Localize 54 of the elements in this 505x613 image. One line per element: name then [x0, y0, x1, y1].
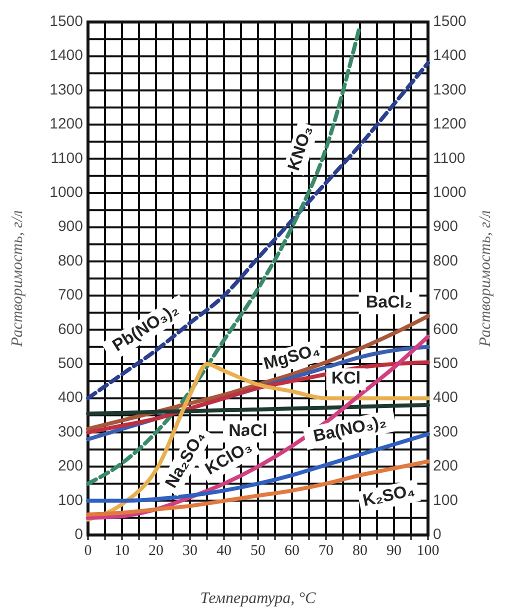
- y2-tick-label: 500: [433, 354, 458, 372]
- series-label: NaCl: [228, 420, 268, 440]
- y-tick-label: 300: [58, 423, 83, 440]
- x-tick-label: 90: [386, 543, 402, 559]
- y2-tick-label: 1200: [433, 116, 466, 133]
- y2-tick-label: 300: [433, 423, 458, 440]
- y-tick-label: 900: [58, 218, 83, 236]
- y2-tick-label: 1500: [433, 12, 466, 30]
- y2-tick-label: 1400: [433, 47, 466, 64]
- y-tick-label: 200: [58, 458, 83, 475]
- y-tick-label: 1200: [50, 116, 83, 133]
- y2-tick-label: 100: [433, 492, 458, 509]
- y-axis-title: Растворимость, г/л: [9, 210, 26, 348]
- y-tick-label: 400: [58, 389, 83, 406]
- text: MgSO₄: [262, 340, 322, 374]
- line-series: [86, 403, 430, 416]
- text: Ba(NO₃)₂: [312, 412, 388, 446]
- y2-tick-label: 900: [433, 218, 458, 236]
- y-tick-label: 1300: [50, 81, 83, 98]
- y-tick-label: 1100: [50, 150, 83, 167]
- y-tick-label: 100: [58, 492, 83, 509]
- y2-tick-label: 1000: [433, 184, 466, 201]
- y-tick-label: 1500: [50, 12, 83, 30]
- x-tick-label: 50: [250, 543, 266, 559]
- x-tick-label: 30: [182, 543, 198, 559]
- x-tick-label: 60: [284, 543, 300, 559]
- y-tick-label: 800: [58, 252, 83, 270]
- series-label: BaCl₂: [366, 292, 412, 312]
- x-tick-label: 100: [416, 543, 440, 559]
- series-label: KCl: [331, 368, 361, 388]
- y-tick-label: 600: [58, 320, 83, 338]
- text: KNO₃: [284, 124, 316, 173]
- y2-tick-label: 600: [433, 320, 458, 338]
- x-axis-title: Температура, °C: [200, 590, 316, 607]
- x-tick-label: 10: [114, 543, 130, 559]
- y2-tick-label: 800: [433, 252, 458, 270]
- x-tick-label: 40: [216, 543, 232, 559]
- y-tick-label: 0: [74, 526, 83, 543]
- y-tick-label: 1000: [50, 184, 83, 201]
- x-tick-label: 80: [352, 543, 368, 559]
- y2-tick-label: 200: [433, 458, 458, 475]
- y-tick-label: 700: [58, 286, 83, 304]
- y2-tick-label: 700: [433, 286, 458, 304]
- x-tick-label: 20: [148, 543, 164, 559]
- text: K₂SO₄: [361, 480, 416, 510]
- y2-axis-title: Растворимость, г/л: [477, 210, 494, 348]
- y-tick-label: 1400: [50, 47, 83, 64]
- y2-tick-label: 400: [433, 389, 458, 406]
- line-series: [86, 61, 430, 400]
- y-tick-label: 500: [58, 354, 83, 372]
- x-tick-label: 70: [318, 543, 334, 559]
- y2-tick-label: 0: [433, 526, 442, 543]
- y2-tick-label: 1300: [433, 81, 466, 98]
- y2-tick-label: 1100: [433, 150, 466, 167]
